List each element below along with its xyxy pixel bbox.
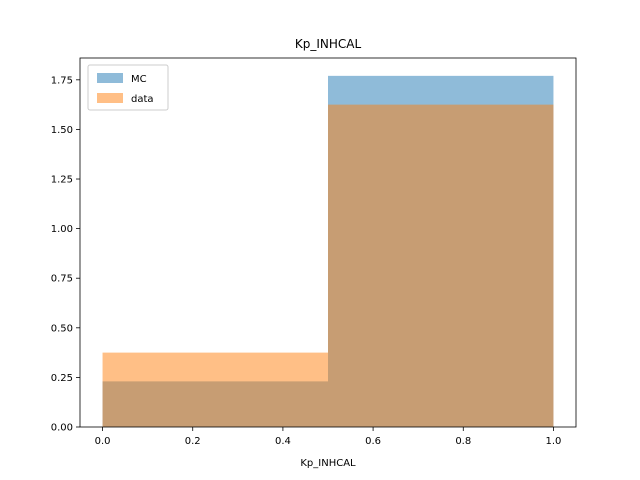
legend-items: MC data bbox=[97, 73, 154, 105]
y-tick-label: 1.50 bbox=[51, 125, 73, 136]
y-tick-label: 1.25 bbox=[51, 175, 73, 186]
legend-swatch-data bbox=[97, 93, 123, 103]
x-axis-label: Kp_INHCAL bbox=[300, 458, 356, 469]
bars-layer bbox=[102, 75, 554, 428]
y-tick-label: 0.00 bbox=[51, 423, 73, 434]
legend-label-mc: MC bbox=[131, 74, 147, 85]
x-tick-label: 0.6 bbox=[365, 436, 381, 447]
axes-frame bbox=[79, 57, 577, 428]
x-tick-label: 0.4 bbox=[275, 436, 291, 447]
x-tick-label: 0.0 bbox=[95, 436, 111, 447]
x-tick-label: 1.0 bbox=[546, 436, 562, 447]
legend-frame bbox=[87, 64, 169, 111]
x-tick-label: 0.2 bbox=[185, 436, 201, 447]
x-tick-label: 0.8 bbox=[455, 436, 471, 447]
x-axis-ticks: 0.0 0.2 0.4 0.6 0.8 1.0 bbox=[95, 427, 562, 447]
y-tick-label: 0.75 bbox=[51, 274, 73, 285]
legend-label-data: data bbox=[131, 94, 154, 105]
y-tick-label: 1.75 bbox=[51, 75, 73, 86]
series-data bbox=[102, 104, 554, 427]
legend: MC data bbox=[87, 64, 169, 111]
y-tick-label: 1.00 bbox=[51, 224, 73, 235]
bar-data-bin-0 bbox=[102, 352, 328, 427]
chart-title: Kp_INHCAL bbox=[295, 37, 362, 51]
y-tick-label: 0.50 bbox=[51, 323, 73, 334]
bar-data-bin-1 bbox=[328, 104, 554, 427]
y-axis-ticks: 0.00 0.25 0.50 0.75 1.00 1.25 1.50 1.75 bbox=[51, 75, 80, 434]
legend-swatch-mc bbox=[97, 73, 123, 83]
y-tick-label: 0.25 bbox=[51, 373, 73, 384]
